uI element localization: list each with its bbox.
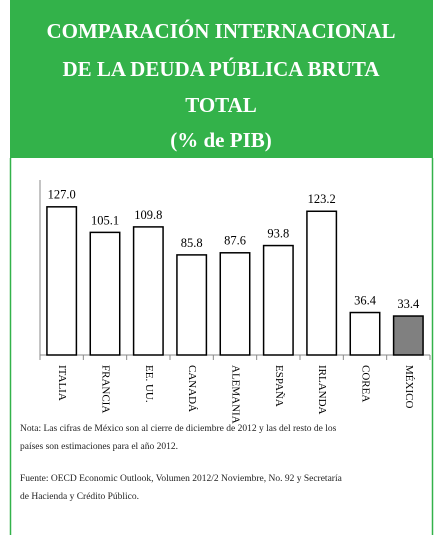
- value-label: 33.4: [397, 297, 420, 311]
- title-line: DE LA DEUDA PÚBLICA BRUTA: [63, 57, 381, 81]
- subtitle: (% de PIB): [170, 128, 272, 152]
- value-label: 123.2: [308, 192, 336, 206]
- title-line: TOTAL: [185, 93, 257, 117]
- header-box: [10, 0, 433, 158]
- note: Nota: Las cifras de México son al cierre…: [20, 423, 337, 434]
- value-label: 87.6: [224, 234, 246, 248]
- x-tick-label: CANADÁ: [186, 365, 198, 412]
- x-tick-label: FRANCIA: [99, 365, 111, 413]
- bar: [306, 210, 338, 356]
- bar: [132, 226, 164, 356]
- x-tick-label: EE. UU.: [143, 365, 155, 403]
- bar: [392, 315, 424, 356]
- x-tick-label: MÉXICO: [403, 365, 415, 408]
- value-label: 109.8: [134, 208, 162, 222]
- value-label: 85.8: [181, 236, 203, 250]
- note: países son estimaciones para el año 2012…: [20, 442, 178, 452]
- value-label: 105.1: [91, 213, 119, 227]
- title-line: COMPARACIÓN INTERNACIONAL: [46, 19, 395, 43]
- x-tick-label: IRLANDA: [316, 365, 328, 415]
- bar: [89, 231, 121, 356]
- bar: [46, 206, 78, 356]
- bar: [262, 244, 294, 356]
- value-label: 36.4: [354, 293, 377, 307]
- bar: [349, 311, 381, 356]
- x-tick-label: ALEMANIA: [229, 365, 241, 424]
- bar: [176, 254, 208, 356]
- note: Fuente: OECD Economic Outlook, Volumen 2…: [20, 474, 343, 484]
- x-tick-label: ESPAÑA: [273, 365, 285, 407]
- value-label: 93.8: [267, 226, 289, 240]
- x-tick-label: COREA: [359, 365, 371, 402]
- note: de Hacienda y Crédito Público.: [20, 492, 139, 502]
- x-tick-label: ITALIA: [56, 365, 68, 401]
- value-label: 127.0: [48, 188, 76, 202]
- bar: [219, 252, 251, 356]
